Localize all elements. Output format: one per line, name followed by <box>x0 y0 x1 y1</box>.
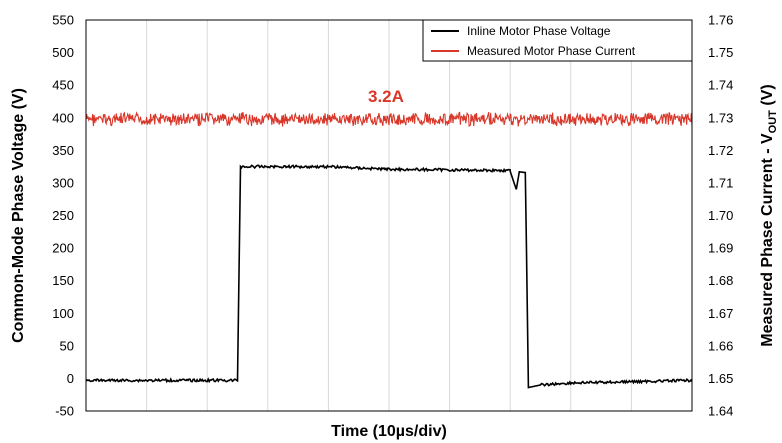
legend: Inline Motor Phase Voltage Measured Moto… <box>422 19 693 62</box>
y-left-tick-label: 200 <box>52 241 74 256</box>
x-axis-label: Time (10µs/div) <box>331 423 447 440</box>
y-axis-right-label-main: Measured Phase Current - V <box>759 133 776 347</box>
y-left-tick-label: 550 <box>52 13 74 28</box>
y-right-tick-label: 1.76 <box>708 13 733 28</box>
y-axis-right-label-subscript: OUT <box>767 110 779 134</box>
y-right-tick-label: 1.75 <box>708 45 733 60</box>
y-left-tick-label: 450 <box>52 78 74 93</box>
y-right-tick-label: 1.65 <box>708 371 733 386</box>
series-line-current <box>85 111 693 127</box>
plot-frame <box>85 19 693 412</box>
y-axis-right-label: Measured Phase Current - VOUT (V) <box>759 84 779 346</box>
y-axis-left-label: Common-Mode Phase Voltage (V) <box>10 88 27 343</box>
y-left-tick-label: 150 <box>52 273 74 288</box>
y-right-tick-label: 1.64 <box>708 404 733 419</box>
y-left-tick-label: 250 <box>52 208 74 223</box>
y-right-tick-label: 1.68 <box>708 273 733 288</box>
y-right-tick-label: 1.71 <box>708 175 733 190</box>
y-right-tick-label: 1.73 <box>708 110 733 125</box>
annotation-current: 3.2A <box>368 87 404 106</box>
grid <box>146 20 632 411</box>
y-right-tick-label: 1.69 <box>708 241 733 256</box>
series-phase-voltage <box>85 164 693 389</box>
y-left-tick-label: 50 <box>60 338 74 353</box>
y-left-tick-label: 350 <box>52 143 74 158</box>
y-right-tick-label: 1.74 <box>708 78 733 93</box>
y-axis-right-label-unit: (V) <box>759 84 776 110</box>
y-left-tick-label: 400 <box>52 110 74 125</box>
legend-box <box>422 19 693 62</box>
legend-label-current: Measured Motor Phase Current <box>467 44 636 58</box>
series-measured-current <box>85 111 693 127</box>
y-right-tick-label: 1.72 <box>708 143 733 158</box>
y-right-tick-label: 1.67 <box>708 306 733 321</box>
series-line-voltage <box>85 164 693 389</box>
legend-label-voltage: Inline Motor Phase Voltage <box>467 24 611 38</box>
y-left-tick-label: 0 <box>67 371 74 386</box>
y-right-tick-label: 1.70 <box>708 208 733 223</box>
y-left-tick-label: 300 <box>52 175 74 190</box>
y-right-tick-label: 1.66 <box>708 338 733 353</box>
y-left-tick-label: -50 <box>55 404 74 419</box>
y-left-tick-label: 100 <box>52 306 74 321</box>
right-axis-ticks: 1.76 1.75 1.74 1.73 1.72 1.71 1.70 1.69 1.68 1.67… <box>708 13 733 419</box>
y-left-tick-label: 500 <box>52 45 74 60</box>
